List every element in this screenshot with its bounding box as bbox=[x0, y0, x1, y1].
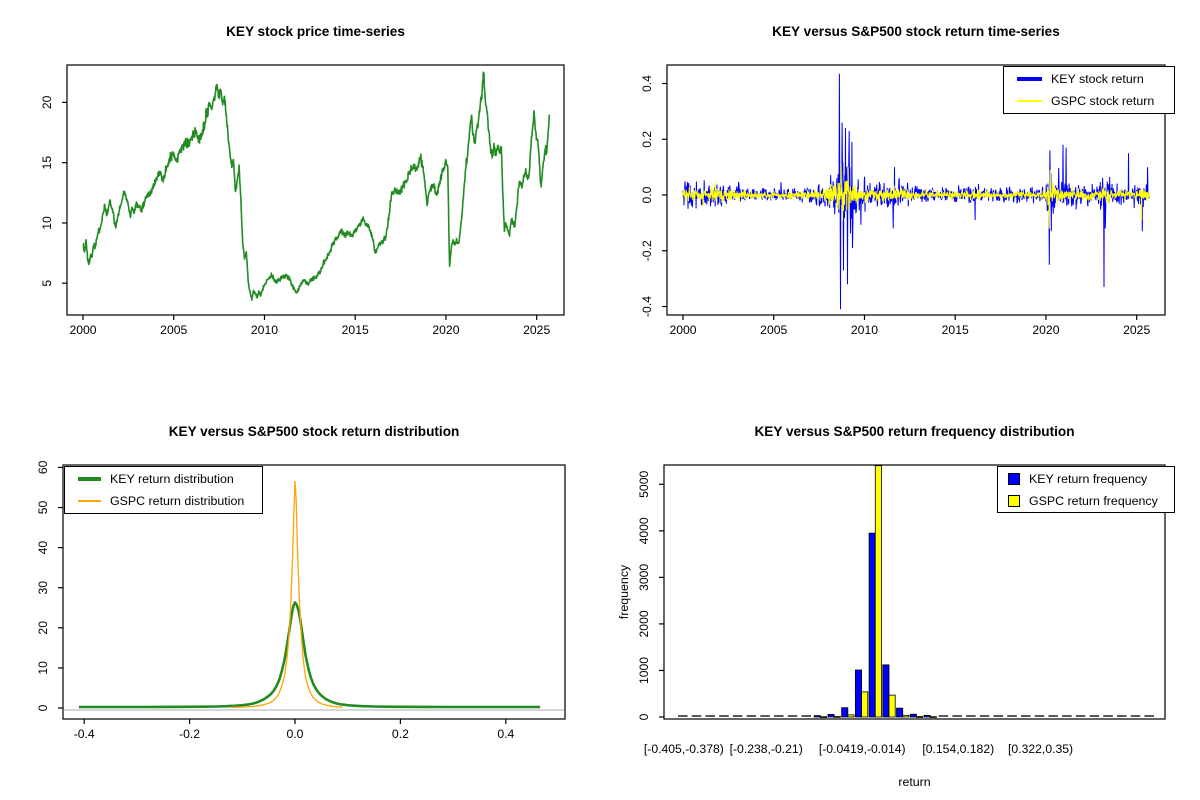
legend-label: KEY stock return bbox=[1051, 72, 1144, 86]
svg-text:0.4: 0.4 bbox=[497, 727, 514, 741]
legend-label: GSPC return distribution bbox=[110, 494, 245, 508]
svg-text:5000: 5000 bbox=[637, 471, 651, 498]
svg-text:-0.2: -0.2 bbox=[640, 240, 654, 261]
svg-text:0: 0 bbox=[637, 713, 651, 720]
svg-text:30: 30 bbox=[36, 581, 50, 595]
legend-label: KEY return distribution bbox=[110, 472, 234, 486]
legend-row: KEY return distribution bbox=[65, 468, 262, 490]
svg-text:2005: 2005 bbox=[160, 323, 187, 337]
gspc-frequency-square-swatch bbox=[1008, 494, 1020, 507]
legend-label: GSPC return frequency bbox=[1029, 493, 1158, 508]
legend-row: KEY stock return bbox=[1004, 68, 1174, 90]
svg-text:3000: 3000 bbox=[637, 564, 651, 591]
svg-text:40: 40 bbox=[36, 541, 50, 555]
svg-text:50: 50 bbox=[36, 501, 50, 515]
svg-text:0.0: 0.0 bbox=[640, 186, 654, 203]
svg-text:2005: 2005 bbox=[760, 323, 787, 337]
returns-chart-title: KEY versus S&P500 stock return time-seri… bbox=[772, 24, 1060, 39]
svg-text:2015: 2015 bbox=[942, 323, 969, 337]
svg-text:2010: 2010 bbox=[851, 323, 878, 337]
svg-text:4000: 4000 bbox=[637, 517, 651, 544]
legend-row: KEY return frequency bbox=[998, 468, 1174, 490]
svg-text:5: 5 bbox=[40, 280, 54, 287]
histogram-legend: KEY return frequency GSPC return frequen… bbox=[997, 466, 1175, 513]
svg-text:2015: 2015 bbox=[342, 323, 369, 337]
svg-text:0.2: 0.2 bbox=[640, 131, 654, 148]
svg-text:[0.322,0.35): [0.322,0.35) bbox=[1008, 742, 1073, 756]
key-density-line-swatch bbox=[78, 477, 101, 481]
svg-text:0.2: 0.2 bbox=[392, 727, 409, 741]
svg-text:2025: 2025 bbox=[523, 323, 550, 337]
legend-label: KEY return frequency bbox=[1029, 471, 1148, 486]
key-return-line-swatch bbox=[1017, 77, 1042, 81]
legend-row: GSPC return frequency bbox=[998, 490, 1174, 512]
svg-text:[-0.238,-0.21): [-0.238,-0.21) bbox=[730, 742, 803, 756]
svg-text:2000: 2000 bbox=[637, 610, 651, 637]
svg-text:-0.4: -0.4 bbox=[640, 296, 654, 317]
svg-text:15: 15 bbox=[40, 156, 54, 170]
histogram-y-axis-label: frequency bbox=[617, 564, 631, 620]
histogram-x-axis-label: return bbox=[898, 775, 931, 789]
density-legend: KEY return distribution GSPC return dist… bbox=[64, 466, 263, 514]
svg-text:-0.4: -0.4 bbox=[74, 727, 95, 741]
svg-text:0.0: 0.0 bbox=[287, 727, 304, 741]
svg-text:20: 20 bbox=[36, 621, 50, 635]
svg-text:[-0.405,-0.378): [-0.405,-0.378) bbox=[644, 742, 724, 756]
svg-text:2025: 2025 bbox=[1123, 323, 1150, 337]
legend-label: GSPC stock return bbox=[1051, 94, 1155, 108]
returns-legend: KEY stock return GSPC stock return bbox=[1003, 66, 1175, 114]
legend-row: GSPC stock return bbox=[1004, 90, 1174, 112]
svg-text:[-0.0419,-0.014): [-0.0419,-0.014) bbox=[819, 742, 906, 756]
svg-text:0.4: 0.4 bbox=[640, 75, 654, 92]
svg-text:2000: 2000 bbox=[69, 323, 96, 337]
svg-text:2000: 2000 bbox=[669, 323, 696, 337]
svg-text:2020: 2020 bbox=[1032, 323, 1059, 337]
svg-text:10: 10 bbox=[36, 661, 50, 675]
gspc-return-line-swatch bbox=[1017, 100, 1042, 102]
svg-text:0: 0 bbox=[36, 704, 50, 711]
density-chart-title: KEY versus S&P500 stock return distribut… bbox=[168, 424, 460, 439]
price-chart-title: KEY stock price time-series bbox=[226, 24, 405, 39]
histogram-chart-title: KEY versus S&P500 return frequency distr… bbox=[754, 424, 1075, 439]
svg-text:[0.154,0.182): [0.154,0.182) bbox=[922, 742, 994, 756]
svg-text:10: 10 bbox=[40, 216, 54, 230]
svg-text:2010: 2010 bbox=[251, 323, 278, 337]
gspc-density-line-swatch bbox=[78, 500, 101, 502]
key-frequency-square-swatch bbox=[1008, 472, 1020, 485]
svg-text:20: 20 bbox=[40, 95, 54, 109]
svg-text:-0.2: -0.2 bbox=[179, 727, 200, 741]
legend-row: GSPC return distribution bbox=[65, 490, 262, 512]
svg-text:1000: 1000 bbox=[637, 657, 651, 684]
svg-text:2020: 2020 bbox=[432, 323, 459, 337]
svg-text:60: 60 bbox=[36, 460, 50, 474]
